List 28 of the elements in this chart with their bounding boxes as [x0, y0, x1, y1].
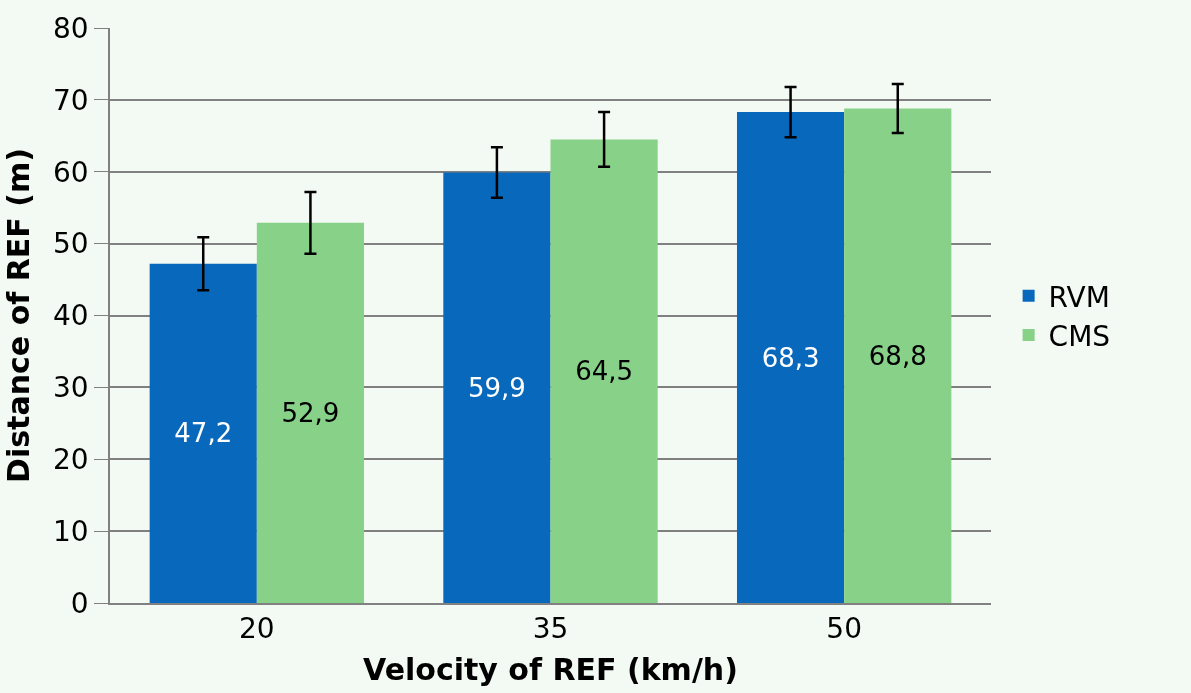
y-tick-label: 20	[53, 443, 89, 477]
data-label: 68,8	[868, 340, 927, 371]
y-tick-label: 80	[53, 11, 89, 45]
data-label: 59,9	[467, 372, 526, 403]
x-axis-title: Velocity of REF (km/h)	[363, 652, 738, 688]
bar	[149, 263, 257, 603]
data-label: 64,5	[575, 356, 634, 387]
legend-label: RVM	[1048, 280, 1110, 314]
legend-label: CMS	[1048, 320, 1111, 354]
y-tick-label: 40	[53, 299, 89, 333]
x-tick-label: 20	[239, 612, 275, 646]
bar	[550, 139, 658, 603]
y-tick-label: 70	[53, 83, 89, 117]
bar	[736, 112, 845, 603]
x-tick-label: 35	[532, 612, 569, 646]
y-tick-label: 50	[53, 227, 89, 261]
data-label: 68,3	[761, 342, 820, 373]
bar	[443, 172, 551, 603]
bar	[844, 108, 952, 603]
y-tick-label: 0	[70, 586, 89, 620]
y-tick-label: 60	[53, 155, 89, 189]
data-label: 52,9	[281, 397, 340, 428]
y-axis-title: Distance of REF (m)	[0, 148, 36, 483]
x-tick-label: 50	[826, 612, 862, 646]
bar	[256, 222, 365, 603]
y-tick-label: 10	[53, 514, 89, 548]
data-label: 47,2	[174, 418, 233, 449]
y-tick-label: 30	[53, 371, 89, 405]
